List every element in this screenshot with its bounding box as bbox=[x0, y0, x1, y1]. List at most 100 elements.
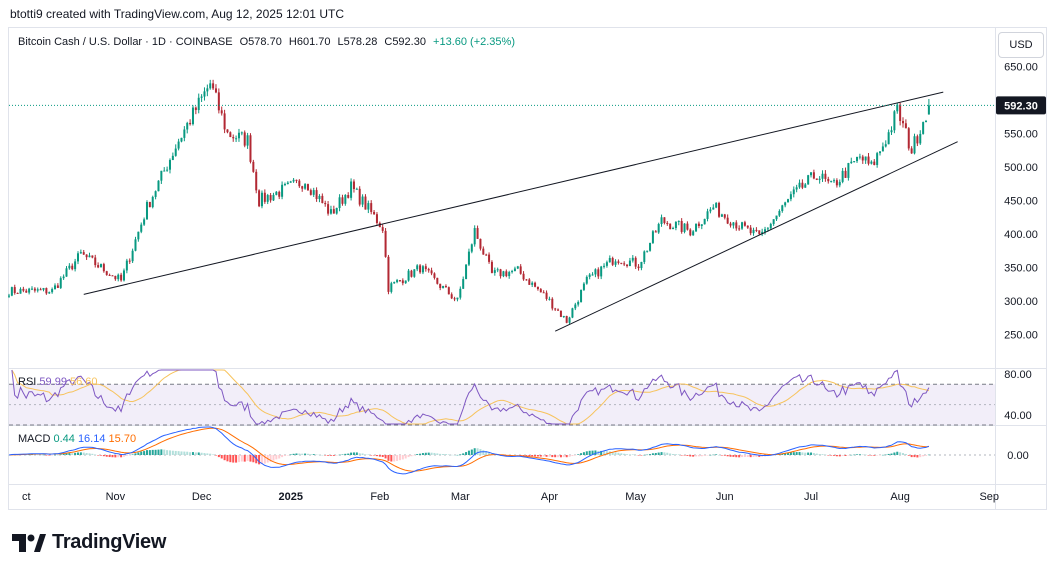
currency-selector[interactable]: USD bbox=[998, 32, 1044, 58]
candle bbox=[16, 292, 19, 294]
candle bbox=[545, 290, 548, 301]
candle-body bbox=[335, 207, 338, 214]
macd-hist-bar bbox=[168, 450, 171, 455]
trendline bbox=[83, 91, 944, 295]
macd-hist-bar bbox=[700, 455, 703, 457]
price-tick-label: 500.00 bbox=[1004, 162, 1038, 174]
macd-hist-bar bbox=[605, 451, 608, 455]
rsi-ma-line bbox=[11, 369, 930, 425]
macd-hist-bar bbox=[835, 455, 838, 457]
macd-hist-bar bbox=[39, 454, 42, 456]
candle-body bbox=[413, 269, 416, 277]
candle-body bbox=[674, 221, 677, 229]
candle bbox=[381, 224, 384, 234]
candle-body bbox=[82, 252, 85, 255]
candle bbox=[272, 192, 275, 201]
macd-hist-bar bbox=[818, 454, 821, 455]
candle-body bbox=[10, 287, 13, 296]
candle bbox=[315, 187, 318, 202]
candle-body bbox=[922, 122, 925, 134]
macd-hist-bar bbox=[729, 455, 732, 457]
candle-body bbox=[657, 224, 660, 233]
macd-hist-bar bbox=[85, 452, 88, 455]
candle bbox=[51, 287, 54, 294]
macd-hist-bar bbox=[36, 454, 39, 456]
macd-hist-bar bbox=[858, 454, 861, 455]
candle bbox=[232, 134, 235, 142]
candle bbox=[626, 264, 629, 268]
candle bbox=[657, 222, 660, 234]
candle-body bbox=[375, 214, 378, 223]
macd-hist-bar bbox=[476, 448, 479, 455]
candle-body bbox=[189, 122, 192, 125]
macd-hist-bar bbox=[450, 454, 453, 456]
macd-hist-bar bbox=[304, 453, 307, 455]
macd-hist-bar bbox=[48, 455, 51, 456]
macd-hist-bar bbox=[617, 452, 620, 455]
candle-body bbox=[19, 288, 22, 294]
candle bbox=[893, 110, 896, 134]
macd-hist-bar bbox=[358, 453, 361, 455]
candle bbox=[654, 230, 657, 233]
candle bbox=[459, 286, 462, 300]
macd-hist-bar bbox=[289, 454, 292, 455]
candle bbox=[856, 156, 859, 163]
candle-body bbox=[597, 269, 600, 277]
candle-body bbox=[85, 254, 88, 258]
candle-body bbox=[298, 180, 301, 187]
macd-hist-bar bbox=[864, 454, 867, 456]
candle-body bbox=[315, 190, 318, 200]
macd-hist-bar bbox=[163, 449, 166, 455]
macd-hist-bar bbox=[171, 450, 174, 455]
candle-body bbox=[858, 156, 861, 158]
macd-hist-bar bbox=[189, 452, 192, 455]
candle-body bbox=[735, 222, 738, 229]
time-tick-label: Nov bbox=[106, 491, 126, 503]
candle-body bbox=[114, 275, 117, 280]
tradingview-logo[interactable]: TradingView bbox=[12, 531, 166, 554]
candle bbox=[223, 109, 226, 134]
macd-hist-bar bbox=[462, 453, 465, 455]
candle-body bbox=[850, 161, 853, 164]
candle bbox=[85, 254, 88, 260]
candle bbox=[450, 292, 453, 300]
macd-hist-bar bbox=[174, 450, 177, 455]
macd-hist-bar bbox=[925, 455, 928, 456]
macd-hist-bar bbox=[442, 454, 445, 455]
candle bbox=[769, 222, 772, 231]
macd-hist-bar bbox=[726, 455, 729, 457]
candle-body bbox=[249, 135, 252, 162]
candle-body bbox=[594, 269, 597, 275]
candle bbox=[795, 184, 798, 193]
macd-hist-bar bbox=[649, 454, 652, 455]
candle-body bbox=[88, 255, 91, 258]
candle bbox=[752, 227, 755, 236]
candle-body bbox=[821, 173, 824, 179]
candle bbox=[390, 281, 393, 294]
candle bbox=[743, 220, 746, 227]
candle bbox=[74, 258, 77, 272]
candle-body bbox=[16, 292, 19, 294]
macd-hist-bar bbox=[396, 455, 399, 461]
macd-hist-bar bbox=[338, 454, 341, 456]
macd-hist-bar bbox=[640, 455, 643, 456]
candle bbox=[812, 169, 815, 180]
candle bbox=[424, 263, 427, 272]
candle bbox=[490, 260, 493, 274]
macd-hist-bar bbox=[528, 455, 531, 457]
macd-hist-bar bbox=[623, 453, 626, 455]
macd-hist-bar bbox=[873, 455, 876, 456]
candle bbox=[804, 182, 807, 188]
candle bbox=[108, 273, 111, 276]
macd-hist-bar bbox=[232, 455, 235, 463]
macd-hist-bar bbox=[157, 449, 160, 455]
candle-body bbox=[913, 136, 916, 154]
macd-hist-bar bbox=[718, 454, 721, 456]
macd-hist-bar bbox=[206, 453, 209, 455]
macd-hist-bar bbox=[315, 454, 318, 456]
candle bbox=[301, 185, 304, 192]
candle bbox=[715, 202, 718, 209]
candle-body bbox=[171, 155, 174, 161]
ohlc-open: O578.70 bbox=[239, 36, 282, 48]
